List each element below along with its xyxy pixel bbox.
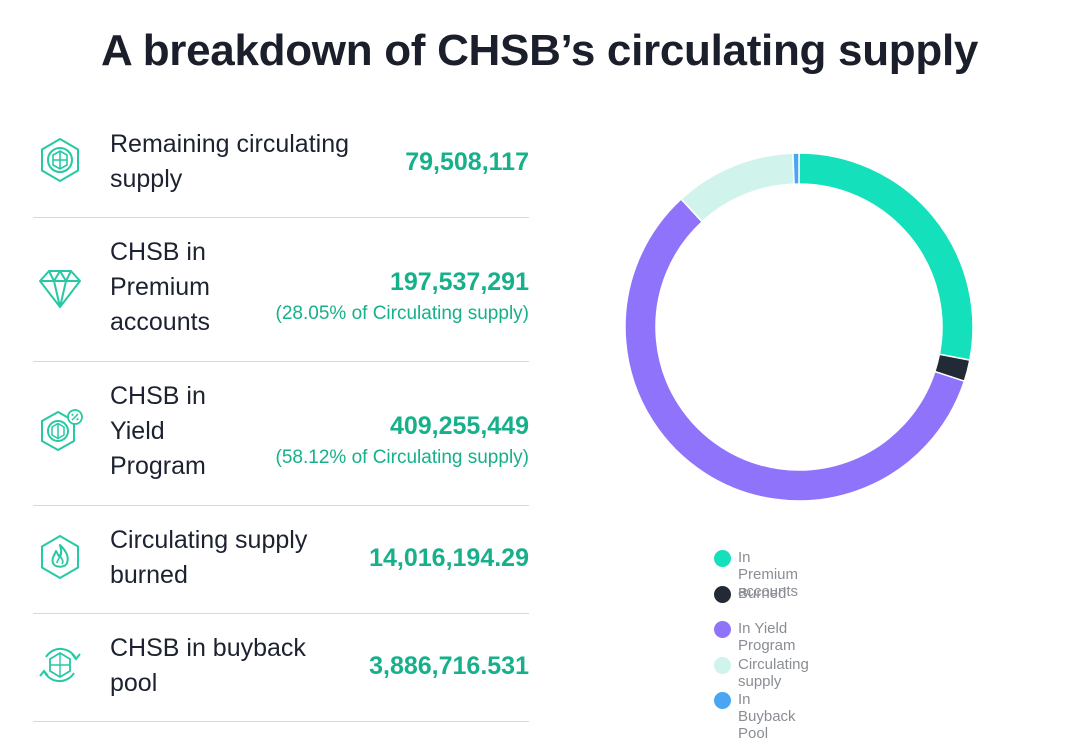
legend-swatch [714, 550, 731, 567]
page-title: A breakdown of CHSB’s circulating supply [100, 26, 979, 75]
row-values: 3,886,716.531 [369, 650, 529, 682]
list-item: CHSB in Yield Program 409,255,449 (58.12% … [33, 362, 529, 506]
chsb-coin-icon [41, 137, 79, 183]
row-label: Remaining circulating supply [110, 130, 350, 193]
diamond-icon [39, 270, 81, 308]
flame-icon [41, 534, 79, 580]
legend-swatch [714, 692, 731, 709]
legend-label: In Yield Program [738, 620, 796, 654]
donut-chart [624, 152, 974, 502]
row-value: 14,016,194.29 [369, 544, 529, 572]
donut-slice-circulating-supply [680, 152, 795, 223]
list-item: Circulating supply burned 14,016,194.29 [33, 506, 529, 614]
row-value: 197,537,291 [389, 268, 529, 296]
row-values: 409,255,449 (58.12% of Circulating suppl… [276, 410, 529, 472]
legend-label: Burned [738, 584, 787, 602]
row-percentage: (58.12% of Circulating supply) [275, 447, 529, 468]
row-value: 3,886,716.531 [369, 652, 529, 680]
donut-slice-in-buyback-pool [792, 152, 800, 185]
row-values: 197,537,291 (28.05% of Circulating suppl… [276, 266, 529, 328]
list-item: CHSB in Premium accounts 197,537,291 (28.0… [33, 218, 529, 362]
row-values: 79,508,117 [405, 146, 529, 178]
row-value: 409,255,449 [389, 412, 529, 440]
legend-label: Circulating supply [738, 655, 809, 690]
list-item: CHSB in buyback pool 3,886,716.531 [33, 614, 529, 722]
row-label: CHSB in Yield Program [110, 382, 206, 480]
legend-label: In Buyback Pool [738, 691, 796, 742]
legend-swatch [714, 585, 731, 603]
legend-swatch [714, 621, 731, 638]
row-percentage: (28.05% of Circulating supply) [275, 303, 529, 324]
row-label: CHSB in buyback pool [110, 634, 306, 697]
row-values: 14,016,194.29 [369, 542, 529, 574]
donut-slice-in-yield-program [624, 197, 966, 502]
list-item: Remaining circulating supply 79,508,117 [33, 110, 529, 218]
chsb-percent-icon [41, 409, 83, 452]
legend-label: In Premium accounts [738, 549, 799, 600]
row-label: Circulating supply burned [110, 526, 308, 589]
row-value: 79,508,117 [405, 148, 529, 176]
legend-swatch [714, 656, 731, 674]
donut-slice-in-premium-accounts [798, 152, 974, 362]
chsb-cycle-icon [39, 647, 81, 683]
supply-breakdown-list: Remaining circulating supply 79,508,117 C… [33, 110, 529, 722]
row-label: CHSB in Premium accounts [110, 238, 211, 336]
